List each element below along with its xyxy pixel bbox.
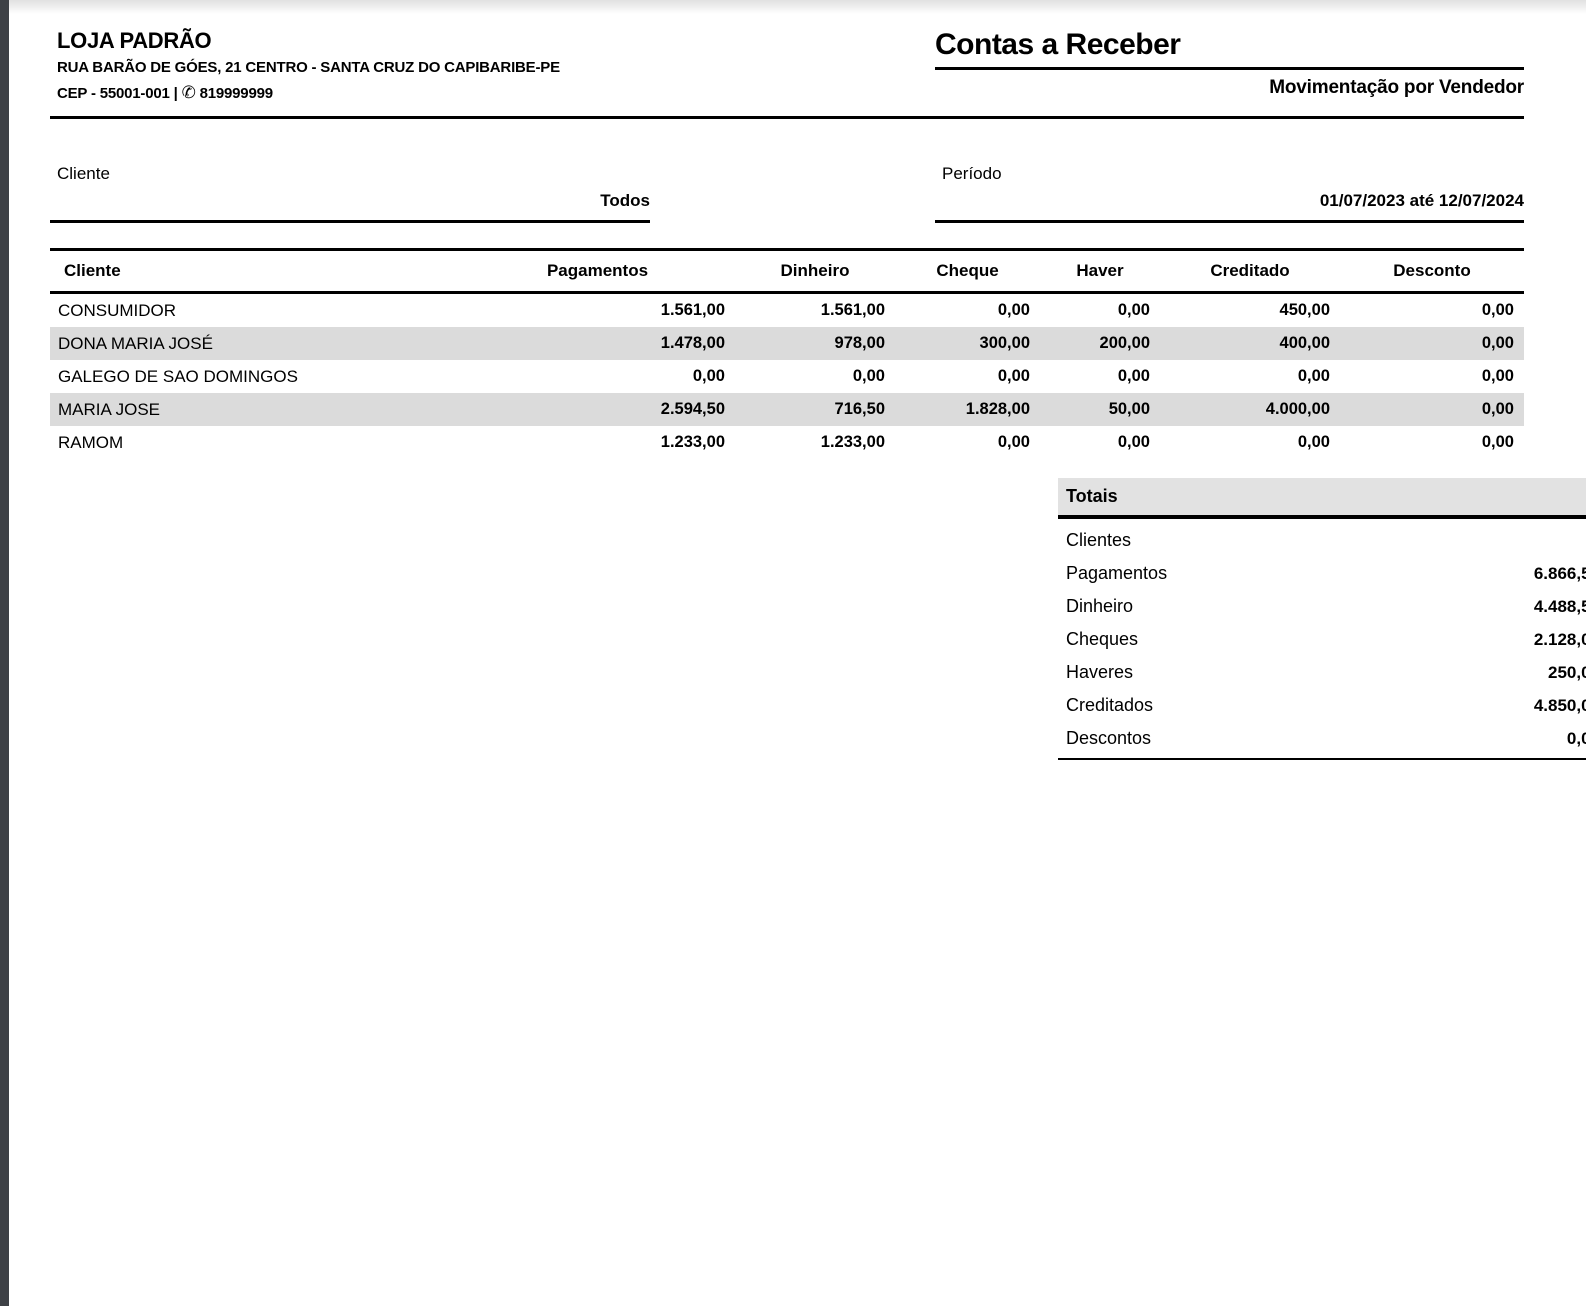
totals-panel: Totais Clientes Pagamentos 6.866,50 Dinh… [1058, 478, 1586, 760]
table-header: Cliente Pagamentos Dinheiro Cheque Haver… [50, 249, 1524, 294]
totals-row-clientes: Clientes [1058, 524, 1586, 557]
cell-dinheiro: 1.233,00 [820, 433, 885, 451]
cell-haver: 50,00 [1108, 400, 1150, 418]
column-header-dinheiro: Dinheiro [735, 249, 895, 294]
table-row: DONA MARIA JOSÉ 1.478,00 978,00 300,00 2… [50, 327, 1524, 360]
company-info: LOJA PADRÃO RUA BARÃO DE GÓES, 21 CENTRO… [50, 28, 560, 103]
cell-haver: 0,00 [1117, 433, 1150, 451]
filter-periodo: Período 01/07/2023 até 12/07/2024 [935, 164, 1524, 223]
totals-value: 4.488,50 [1533, 596, 1586, 616]
totals-row-haveres: Haveres 250,00 [1058, 656, 1586, 689]
cell-haver: 0,00 [1117, 301, 1150, 319]
cell-cheque: 0,00 [997, 301, 1030, 319]
totals-row-descontos: Descontos 0,00 [1058, 722, 1586, 755]
cell-desconto: 0,00 [1481, 367, 1514, 385]
cell-pagamentos: 1.561,00 [660, 301, 725, 319]
cell-desconto: 0,00 [1481, 334, 1514, 352]
cell-haver: 0,00 [1117, 367, 1150, 385]
header-divider [50, 116, 1524, 119]
totals-row-dinheiro: Dinheiro 4.488,50 [1058, 590, 1586, 623]
filter-cliente-label: Cliente [57, 164, 110, 183]
report-title: Contas a Receber [935, 28, 1524, 70]
totals-body: Clientes Pagamentos 6.866,50 Dinheiro 4.… [1058, 519, 1586, 758]
totals-row-cheques: Cheques 2.128,00 [1058, 623, 1586, 656]
filters-section: Cliente Todos Período 01/07/2023 até 12/… [50, 164, 1524, 223]
table-row: CONSUMIDOR 1.561,00 1.561,00 0,00 0,00 4… [50, 293, 1524, 328]
filter-cliente: Cliente Todos [50, 164, 650, 223]
cell-cheque: 300,00 [979, 334, 1030, 352]
totals-label: Dinheiro [1066, 596, 1134, 616]
totals-row-pagamentos: Pagamentos 6.866,50 [1058, 557, 1586, 590]
cell-pagamentos: 2.594,50 [660, 400, 725, 418]
cell-dinheiro: 978,00 [834, 334, 885, 352]
column-header-cheque: Cheque [895, 249, 1040, 294]
table-row: MARIA JOSE 2.594,50 716,50 1.828,00 50,0… [50, 393, 1524, 426]
report-head: Contas a Receber Movimentação por Vended… [935, 28, 1524, 103]
cell-desconto: 0,00 [1481, 433, 1514, 451]
totals-value: 2.128,00 [1533, 629, 1586, 649]
company-address: RUA BARÃO DE GÓES, 21 CENTRO - SANTA CRU… [57, 59, 560, 76]
cell-pagamentos: 1.233,00 [660, 433, 725, 451]
company-cep: CEP - 55001-001 | [57, 85, 178, 102]
report-content: LOJA PADRÃO RUA BARÃO DE GÓES, 21 CENTRO… [50, 0, 1586, 760]
column-header-haver: Haver [1040, 249, 1160, 294]
phone-icon: ✆ [181, 83, 196, 102]
totals-label: Descontos [1066, 728, 1152, 748]
receivables-table: Cliente Pagamentos Dinheiro Cheque Haver… [50, 248, 1524, 459]
filter-periodo-value: 01/07/2023 até 12/07/2024 [1319, 191, 1524, 210]
totals-value: 0,00 [1566, 728, 1586, 748]
cell-creditado: 0,00 [1297, 367, 1330, 385]
totals-row-creditados: Creditados 4.850,00 [1058, 689, 1586, 722]
left-edge-bar [0, 0, 9, 1306]
filter-cliente-value: Todos [600, 191, 650, 210]
cell-haver: 200,00 [1099, 334, 1150, 352]
cell-creditado: 400,00 [1279, 334, 1330, 352]
totals-value: 6.866,50 [1533, 563, 1586, 583]
totals-value: 250,00 [1548, 662, 1586, 682]
cell-desconto: 0,00 [1481, 301, 1514, 319]
totals-label: Pagamentos [1066, 563, 1168, 583]
totals-label: Cheques [1066, 629, 1139, 649]
company-contact: CEP - 55001-001 | ✆ 819999999 [50, 83, 560, 103]
cell-cliente: MARIA JOSE [58, 399, 161, 419]
column-header-creditado: Creditado [1160, 249, 1340, 294]
cell-cliente: CONSUMIDOR [58, 300, 177, 320]
company-name: LOJA PADRÃO [57, 28, 212, 53]
document-header: LOJA PADRÃO RUA BARÃO DE GÓES, 21 CENTRO… [50, 0, 1524, 103]
cell-cheque: 0,00 [997, 433, 1030, 451]
cell-cheque: 0,00 [997, 367, 1030, 385]
cell-dinheiro: 1.561,00 [820, 301, 885, 319]
cell-creditado: 0,00 [1297, 433, 1330, 451]
totals-value: 4.850,00 [1533, 695, 1586, 715]
totals-label: Clientes [1066, 530, 1132, 550]
cell-cheque: 1.828,00 [965, 400, 1030, 418]
filter-periodo-label: Período [942, 164, 1002, 183]
table-row: GALEGO DE SAO DOMINGOS 0,00 0,00 0,00 0,… [50, 360, 1524, 393]
company-phone: 819999999 [199, 85, 273, 102]
totals-title: Totais [1058, 478, 1586, 519]
cell-pagamentos: 1.478,00 [660, 334, 725, 352]
report-subtitle: Movimentação por Vendedor [1269, 77, 1524, 98]
cell-creditado: 450,00 [1279, 301, 1330, 319]
column-header-pagamentos: Pagamentos [460, 249, 735, 294]
cell-creditado: 4.000,00 [1265, 400, 1330, 418]
table-row: RAMOM 1.233,00 1.233,00 0,00 0,00 0,00 0… [50, 426, 1524, 459]
cell-cliente: RAMOM [58, 432, 124, 452]
totals-label: Creditados [1066, 695, 1154, 715]
cell-pagamentos: 0,00 [692, 367, 725, 385]
column-header-desconto: Desconto [1340, 249, 1524, 294]
cell-desconto: 0,00 [1481, 400, 1514, 418]
column-header-cliente: Cliente [50, 249, 460, 294]
cell-dinheiro: 0,00 [852, 367, 885, 385]
cell-cliente: DONA MARIA JOSÉ [58, 333, 213, 353]
cell-dinheiro: 716,50 [834, 400, 885, 418]
totals-label: Haveres [1066, 662, 1134, 682]
cell-cliente: GALEGO DE SAO DOMINGOS [58, 366, 298, 386]
